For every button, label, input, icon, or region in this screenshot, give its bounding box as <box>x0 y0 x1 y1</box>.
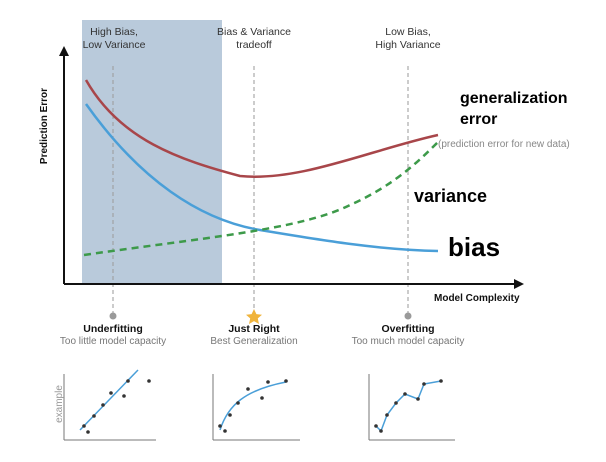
underfitting-subtitle: Too little model capacity <box>59 336 167 347</box>
zone-label-tradeoff: Bias & Variance tradeoff <box>217 26 291 51</box>
bias-curve <box>84 103 439 253</box>
generalization-error-label: generalization error <box>460 90 568 128</box>
just-right-title: Just Right <box>228 323 280 335</box>
bias-label: bias <box>448 232 501 262</box>
y-axis-arrow <box>59 46 69 56</box>
star-icon <box>246 309 262 324</box>
variance-label: variance <box>414 186 488 206</box>
example-underfit-plot <box>63 369 156 441</box>
marker-underfitting <box>109 312 117 320</box>
y-axis-title: Prediction Error <box>39 87 50 165</box>
generalization-note: (prediction error for new data) <box>438 139 570 150</box>
just-right-subtitle: Best Generalization <box>210 336 298 347</box>
zone-label-high-bias: High Bias, Low Variance <box>82 26 146 51</box>
example-just-right-plot <box>212 374 300 441</box>
variance-curve <box>83 139 441 257</box>
underfitting-title: Underfitting <box>83 323 143 335</box>
zone-label-low-bias: Low Bias, High Variance <box>375 26 441 51</box>
x-axis-arrow <box>514 279 524 289</box>
overfitting-title: Overfitting <box>381 323 435 335</box>
example-label: example <box>54 385 65 423</box>
x-axis-title: Model Complexity <box>434 293 520 304</box>
generalization-error-curve <box>84 79 439 178</box>
high-bias-region <box>82 20 222 283</box>
example-overfit-plot <box>368 374 455 441</box>
marker-overfitting <box>404 312 412 320</box>
overfitting-subtitle: Too much model capacity <box>351 336 465 347</box>
